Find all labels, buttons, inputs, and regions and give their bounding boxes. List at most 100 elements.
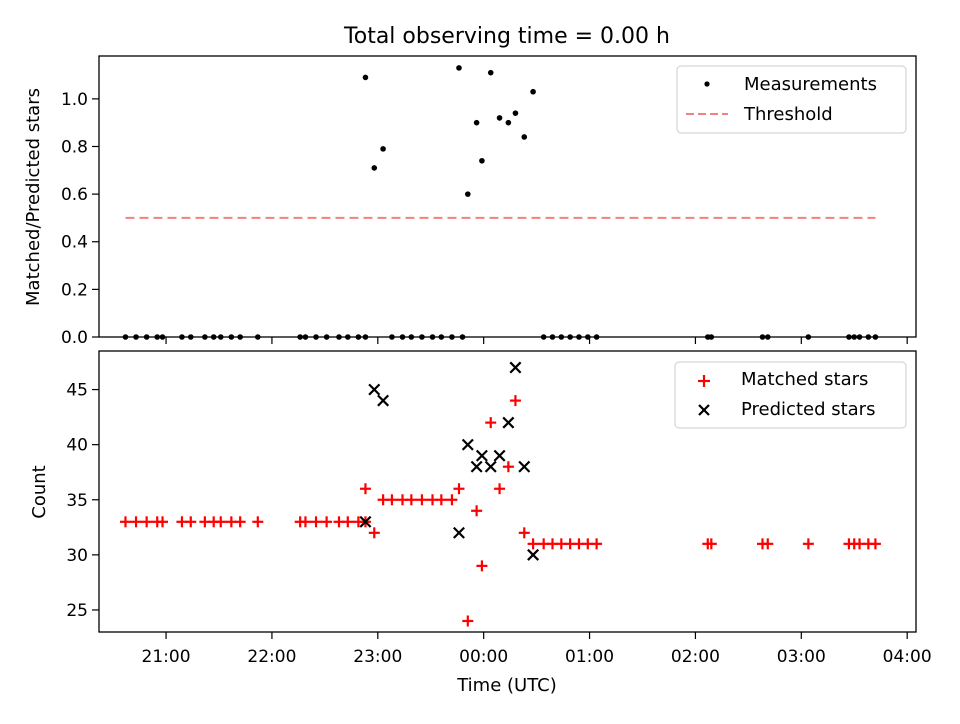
matched-star-point — [762, 538, 774, 550]
matched-star-point — [386, 494, 398, 506]
bottom-x-tick-label: 03:00 — [777, 647, 826, 667]
measurement-point — [237, 334, 243, 340]
bottom-x-tick-label: 02:00 — [671, 647, 720, 667]
top-y-label: Matched/Predicted stars — [23, 88, 44, 306]
measurement-point — [593, 334, 600, 340]
legend-threshold-label: Threshold — [743, 104, 833, 125]
matched-star-point — [518, 527, 530, 539]
predicted-star-point — [502, 416, 515, 429]
measurement-point — [389, 334, 395, 340]
measurement-point — [362, 74, 369, 81]
predicted-star-point — [484, 460, 497, 473]
top-y-tick-label: 0.4 — [61, 233, 88, 253]
measurement-point — [179, 334, 185, 340]
bottom-plot: 25 30 35 40 45 21:00 22:00 23:00 00:00 01:00 02:0… — [29, 350, 932, 696]
measurement-point — [297, 334, 303, 340]
top-y-tick-label: 0.2 — [61, 280, 88, 300]
legend-matched-marker — [698, 375, 710, 387]
measurement-point — [530, 88, 536, 95]
measurement-point — [255, 334, 261, 340]
matched-star-point — [130, 516, 142, 528]
measurement-point — [302, 334, 309, 340]
matched-star-point — [527, 538, 539, 550]
matched-star-point — [462, 615, 474, 627]
measurement-point — [371, 165, 378, 171]
matched-star-point — [485, 417, 497, 429]
bottom-y-tick-label: 25 — [66, 601, 88, 621]
measurement-point — [558, 334, 565, 340]
matched-star-point — [405, 494, 417, 506]
measurement-point — [521, 134, 528, 140]
measurement-point — [210, 334, 217, 340]
measurement-point — [549, 334, 556, 340]
matched-star-point — [299, 516, 311, 528]
x-axis-label: Time (UTC) — [456, 675, 557, 696]
bottom-plot-frame — [98, 350, 917, 633]
matched-star-point — [446, 494, 458, 506]
bottom-x-tick-label: 01:00 — [565, 647, 614, 667]
measurement-point — [380, 146, 386, 152]
top-y-tick-label: 0.8 — [61, 137, 88, 157]
measurement-point — [202, 334, 208, 340]
measurement-point — [187, 334, 194, 340]
measurement-point — [764, 334, 771, 340]
measurement-point — [856, 334, 863, 340]
matched-star-point — [185, 516, 197, 528]
bottom-x-tick-label: 23:00 — [353, 647, 402, 667]
top-y-tick-label: 0.0 — [61, 328, 88, 348]
measurement-point — [576, 334, 582, 340]
measurement-point — [805, 334, 812, 340]
measurement-point — [143, 334, 150, 340]
measurement-point — [487, 69, 494, 76]
measurement-point — [217, 334, 224, 340]
measurement-point — [851, 334, 858, 340]
legend-predicted-label: Predicted stars — [741, 399, 875, 420]
measurement-point — [399, 334, 406, 340]
bottom-y-label: Count — [29, 465, 50, 518]
measurement-point — [584, 334, 591, 340]
measurement-point — [846, 334, 852, 340]
measurement-point — [362, 334, 369, 340]
figure-title: Total observing time = 0.00 h — [343, 24, 670, 49]
top-x-ticks — [165, 337, 908, 344]
matched-star-point — [476, 560, 488, 572]
matched-star-point — [310, 516, 322, 528]
measurement-point — [345, 334, 351, 340]
bottom-x-tick-label: 21:00 — [142, 647, 191, 667]
predicted-star-point — [359, 515, 372, 528]
predicted-star-point — [518, 460, 531, 473]
matched-star-point — [141, 516, 153, 528]
measurement-point — [567, 334, 573, 340]
measurement-point — [133, 334, 139, 340]
predicted-star-point — [509, 361, 522, 374]
measurement-point — [154, 334, 161, 340]
bottom-legend: Matched stars Predicted stars — [674, 361, 907, 429]
bottom-y-tick-label: 35 — [66, 491, 88, 511]
measurement-point — [419, 334, 425, 340]
measurement-point — [159, 334, 166, 340]
measurement-point — [355, 334, 362, 340]
matched-star-point — [215, 516, 227, 528]
matched-star-point — [502, 461, 514, 473]
legend-predicted-marker — [698, 404, 710, 416]
top-series — [122, 65, 879, 340]
measurement-point — [429, 334, 436, 340]
bottom-y-tick-label: 45 — [66, 381, 88, 401]
top-y-ticks: 0.0 0.2 0.4 0.6 0.8 1.0 — [61, 90, 99, 348]
matched-star-point — [119, 516, 131, 528]
matched-star-point — [435, 494, 447, 506]
measurement-point — [122, 334, 129, 340]
top-plot-frame — [98, 55, 917, 338]
bottom-x-ticks: 21:00 22:00 23:00 00:00 01:00 02:00 03:00 04:00 — [142, 632, 932, 667]
predicted-star-point — [368, 383, 381, 396]
bottom-legend-frame — [674, 361, 907, 429]
measurement-point — [464, 191, 471, 197]
measurement-point — [449, 334, 455, 340]
matched-star-point — [869, 538, 881, 550]
measurement-point — [505, 119, 512, 126]
top-y-tick-label: 1.0 — [61, 90, 88, 110]
predicted-star-point — [493, 449, 506, 462]
matched-star-point — [705, 538, 717, 550]
matched-star-point — [157, 516, 169, 528]
